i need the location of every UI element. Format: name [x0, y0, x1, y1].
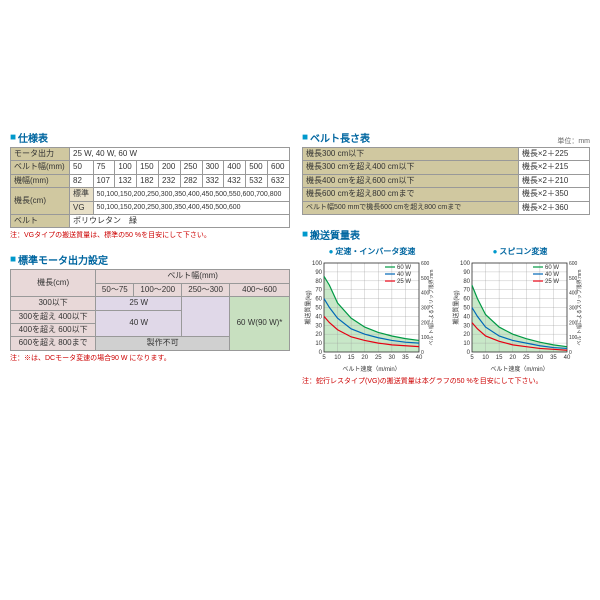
svg-text:40 W: 40 W: [397, 272, 411, 278]
svg-text:ベル ト幅によるスリップ限界:mm: ベル ト幅によるスリップ限界:mm: [428, 269, 435, 345]
svg-text:20: 20: [509, 355, 516, 361]
svg-text:35: 35: [402, 355, 409, 361]
svg-text:50: 50: [463, 305, 470, 311]
chart-note: 注：蛇行レスタイプ(VG)の搬送質量は本グラフの50 %を目安にして下さい。: [302, 376, 590, 386]
svg-text:15: 15: [348, 355, 355, 361]
svg-text:0: 0: [569, 350, 572, 356]
svg-text:搬送質量(kg): 搬送質量(kg): [304, 290, 312, 324]
spec-note: 注：VGタイプの搬送質量は、標準の50 %を目安にして下さい。: [10, 230, 290, 240]
svg-text:50: 50: [315, 305, 322, 311]
svg-text:70: 70: [463, 288, 470, 294]
motor-note: 注：※は、DCモータ変速の場合90 W になります。: [10, 353, 290, 363]
svg-text:100: 100: [312, 261, 323, 267]
chart2: 510152025303540010203040506070809010060 …: [450, 259, 585, 374]
svg-text:ベル ト幅によるスリップ限界:mm: ベル ト幅によるスリップ限界:mm: [576, 269, 583, 345]
svg-text:70: 70: [315, 288, 322, 294]
svg-text:ベルト速度（m/min）: ベルト速度（m/min）: [342, 365, 400, 373]
motor-title: 標準モータ出力設定: [10, 252, 290, 267]
chart1: 510152025303540010203040506070809010060 …: [302, 259, 437, 374]
svg-text:30: 30: [537, 355, 544, 361]
svg-text:35: 35: [550, 355, 557, 361]
svg-text:20: 20: [361, 355, 368, 361]
svg-text:30: 30: [389, 355, 396, 361]
svg-text:40 W: 40 W: [545, 272, 559, 278]
svg-text:ベルト速度（m/min）: ベルト速度（m/min）: [490, 365, 548, 373]
spec-row-label: モータ出力: [11, 148, 70, 161]
svg-text:25 W: 25 W: [397, 279, 411, 285]
length-title: ベルト長さ表: [302, 130, 370, 145]
mass-title: 搬送質量表: [302, 227, 590, 242]
svg-text:80: 80: [315, 279, 322, 285]
unit-label: 単位：mm: [557, 136, 590, 146]
svg-text:20: 20: [315, 332, 322, 338]
svg-text:10: 10: [315, 341, 322, 347]
svg-text:25 W: 25 W: [545, 279, 559, 285]
svg-text:60: 60: [463, 297, 470, 303]
chart2-title: スピコン変速: [450, 246, 590, 257]
svg-text:5: 5: [470, 355, 474, 361]
chart1-title: 定速・インバータ変速: [302, 246, 442, 257]
svg-text:90: 90: [315, 270, 322, 276]
svg-text:100: 100: [460, 261, 471, 267]
length-table: 機長300 cm以下機長×2＋225 機長300 cmを超え400 cm以下機長…: [302, 147, 590, 215]
svg-text:60 W: 60 W: [545, 265, 559, 271]
svg-text:0: 0: [421, 350, 424, 356]
svg-text:10: 10: [334, 355, 341, 361]
svg-text:60 W: 60 W: [397, 265, 411, 271]
svg-text:15: 15: [496, 355, 503, 361]
motor-table: 機長(cm)ベルト幅(mm) 50～75100～200250～300400～60…: [10, 269, 290, 350]
svg-text:60: 60: [315, 297, 322, 303]
spec-title: 仕様表: [10, 130, 290, 145]
svg-text:40: 40: [315, 314, 322, 320]
svg-text:30: 30: [315, 323, 322, 329]
svg-text:40: 40: [463, 314, 470, 320]
svg-text:搬送質量(kg): 搬送質量(kg): [452, 290, 460, 324]
svg-text:20: 20: [463, 332, 470, 338]
svg-text:10: 10: [463, 341, 470, 347]
svg-text:80: 80: [463, 279, 470, 285]
svg-text:25: 25: [523, 355, 530, 361]
svg-text:5: 5: [322, 355, 326, 361]
svg-text:25: 25: [375, 355, 382, 361]
svg-text:10: 10: [482, 355, 489, 361]
spec-table: モータ出力25 W, 40 W, 60 W ベルト幅(mm) 507510015…: [10, 147, 290, 228]
svg-text:600: 600: [569, 261, 578, 267]
svg-text:600: 600: [421, 261, 430, 267]
svg-text:90: 90: [463, 270, 470, 276]
svg-text:30: 30: [463, 323, 470, 329]
